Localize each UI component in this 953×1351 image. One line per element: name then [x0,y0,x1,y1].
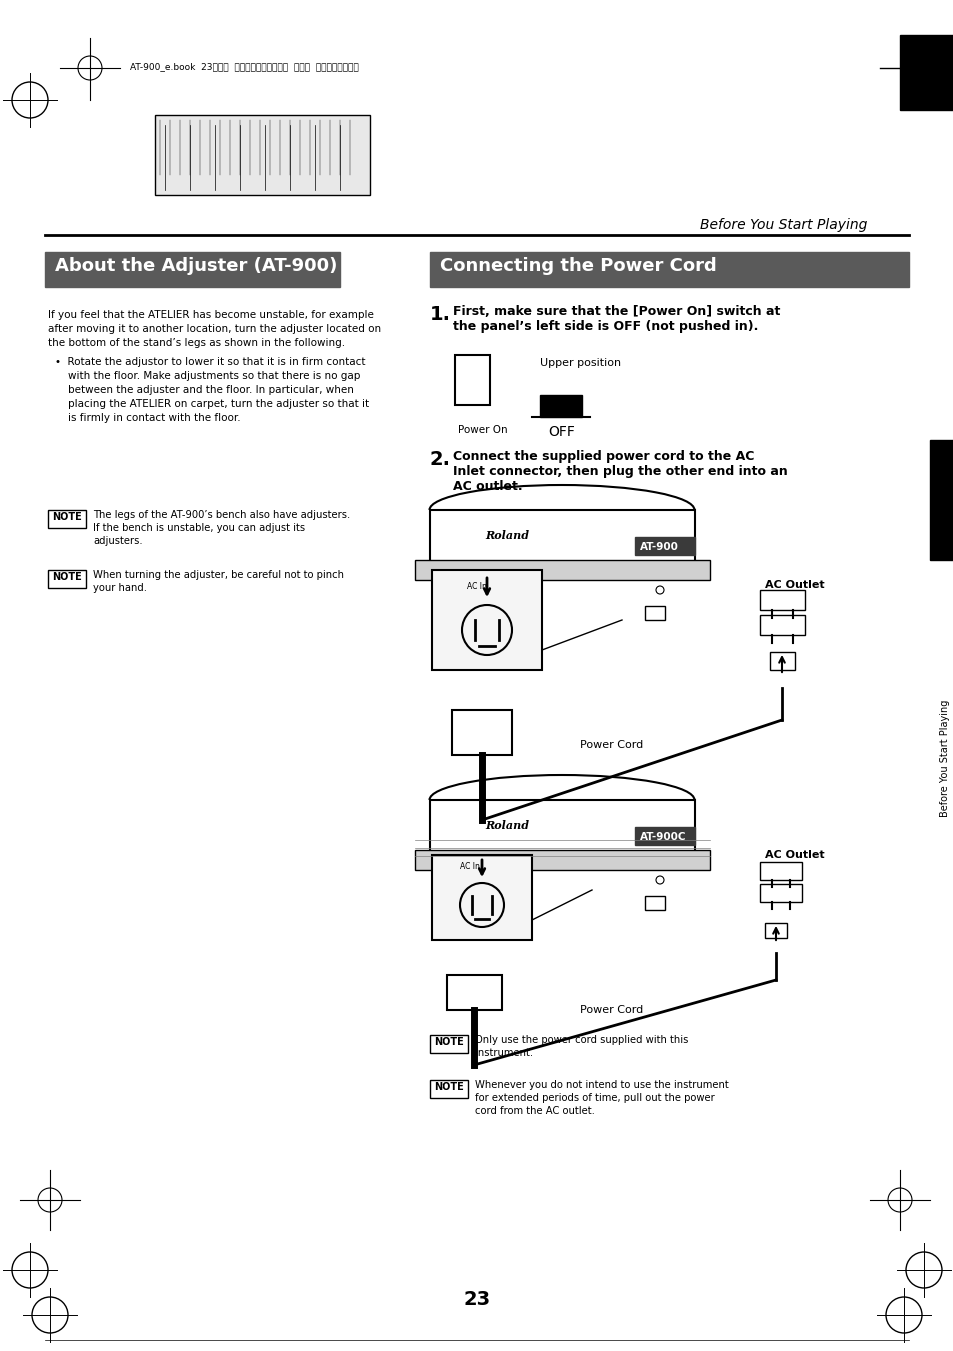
Bar [415,850,709,870]
Bar [45,253,339,286]
Text: NOTE: NOTE [52,571,82,582]
Bar [154,115,370,195]
Text: AC In: AC In [467,582,486,590]
Text: Power Cord: Power Cord [579,1005,642,1015]
Text: AC Outlet: AC Outlet [764,580,823,590]
Text: AT-900_e.book  23ページ  ２００８年９月１６日  火曜日  午前１０時３８分: AT-900_e.book 23ページ ２００８年９月１６日 火曜日 午前１０時… [130,62,358,72]
Text: First, make sure that the [Power On] switch at: First, make sure that the [Power On] swi… [453,305,780,317]
Text: Connecting the Power Cord: Connecting the Power Cord [439,257,716,276]
Bar [447,975,501,1011]
Bar [430,800,695,855]
Text: placing the ATELIER on carpet, turn the adjuster so that it: placing the ATELIER on carpet, turn the … [55,399,369,409]
Text: your hand.: your hand. [92,584,147,593]
Text: AT-900: AT-900 [639,542,679,553]
Bar [415,561,709,580]
Bar [455,355,490,405]
Text: instrument.: instrument. [475,1048,533,1058]
Text: Before You Start Playing: Before You Start Playing [700,218,866,232]
Text: Whenever you do not intend to use the instrument: Whenever you do not intend to use the in… [475,1079,728,1090]
Bar [760,884,801,902]
Text: AC outlet.: AC outlet. [453,480,522,493]
Text: is firmly in contact with the floor.: is firmly in contact with the floor. [55,413,240,423]
Text: The legs of the AT-900’s bench also have adjusters.: The legs of the AT-900’s bench also have… [92,509,350,520]
Text: Only use the power cord supplied with this: Only use the power cord supplied with th… [475,1035,688,1046]
Text: the panel’s left side is OFF (not pushed in).: the panel’s left side is OFF (not pushed… [453,320,758,332]
Text: after moving it to another location, turn the adjuster located on: after moving it to another location, tur… [48,324,381,334]
Bar [635,536,695,555]
Text: Upper position: Upper position [539,358,620,367]
Text: adjusters.: adjusters. [92,536,143,546]
Text: If you feel that the ATELIER has become unstable, for example: If you feel that the ATELIER has become … [48,309,374,320]
Bar [432,855,532,940]
Text: NOTE: NOTE [434,1082,463,1092]
Text: the bottom of the stand’s legs as shown in the following.: the bottom of the stand’s legs as shown … [48,338,345,349]
Text: 2.: 2. [430,450,451,469]
Bar [48,509,86,528]
Bar [48,570,86,588]
Text: cord from the AC outlet.: cord from the AC outlet. [475,1106,595,1116]
Bar [452,711,512,755]
Bar [430,509,695,565]
Text: AC Outlet: AC Outlet [764,850,823,861]
Text: •  Rotate the adjustor to lower it so that it is in firm contact: • Rotate the adjustor to lower it so tha… [55,357,365,367]
Text: Before You Start Playing: Before You Start Playing [939,700,949,817]
Bar [539,394,581,417]
Text: Connect the supplied power cord to the AC: Connect the supplied power cord to the A… [453,450,754,463]
Bar [760,862,801,880]
Text: When turning the adjuster, be careful not to pinch: When turning the adjuster, be careful no… [92,570,344,580]
Text: AT-900C: AT-900C [639,832,686,842]
Text: with the floor. Make adjustments so that there is no gap: with the floor. Make adjustments so that… [55,372,360,381]
Text: for extended periods of time, pull out the power: for extended periods of time, pull out t… [475,1093,714,1102]
Bar [635,827,695,844]
Bar [899,35,953,109]
Text: Power On: Power On [457,426,507,435]
Bar [644,896,664,911]
Text: About the Adjuster (AT-900): About the Adjuster (AT-900) [55,257,337,276]
Text: Roland: Roland [484,530,529,540]
Bar [430,1035,468,1052]
Bar [760,615,804,635]
Text: Inlet connector, then plug the other end into an: Inlet connector, then plug the other end… [453,465,787,478]
Bar [769,653,794,670]
Text: NOTE: NOTE [434,1038,463,1047]
Text: 23: 23 [463,1290,490,1309]
Bar [929,440,953,561]
Text: Power Cord: Power Cord [579,740,642,750]
Bar [430,253,908,286]
Text: OFF: OFF [547,426,575,439]
Bar [432,570,541,670]
Bar [430,1079,468,1098]
Bar [760,590,804,611]
Bar [764,923,786,938]
Text: 1.: 1. [430,305,451,324]
Text: If the bench is unstable, you can adjust its: If the bench is unstable, you can adjust… [92,523,305,534]
Bar [644,607,664,620]
Text: Roland: Roland [484,820,529,831]
Text: AC In: AC In [459,862,479,871]
Text: between the adjuster and the floor. In particular, when: between the adjuster and the floor. In p… [55,385,354,394]
Text: NOTE: NOTE [52,512,82,521]
